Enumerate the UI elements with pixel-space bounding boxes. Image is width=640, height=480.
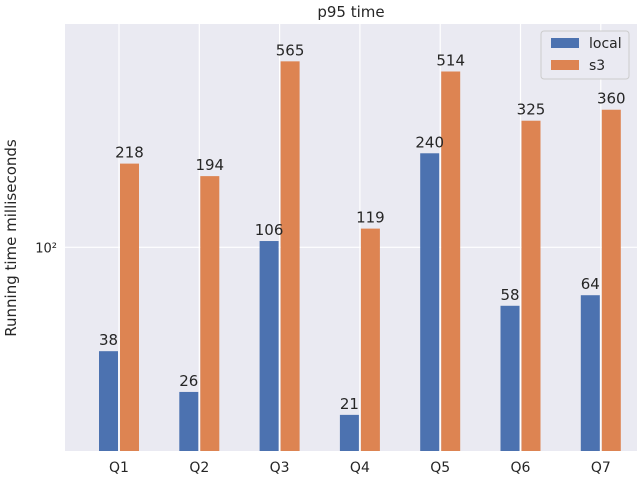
bar-s3-q6 bbox=[522, 121, 541, 451]
x-tick-label-q3: Q3 bbox=[270, 460, 290, 476]
data-label-s3-q2: 194 bbox=[195, 156, 224, 174]
data-label-local-q2: 26 bbox=[179, 372, 198, 390]
bar-s3-q1 bbox=[120, 164, 139, 451]
data-label-local-q1: 38 bbox=[99, 331, 118, 349]
bar-s3-q7 bbox=[602, 110, 621, 451]
legend-swatch-s3 bbox=[551, 60, 579, 70]
x-tick-label-q5: Q5 bbox=[430, 460, 450, 476]
bar-local-q1 bbox=[99, 351, 118, 451]
bar-local-q3 bbox=[260, 241, 279, 451]
bar-local-q4 bbox=[340, 415, 359, 451]
data-label-local-q7: 64 bbox=[581, 275, 600, 293]
legend-label-local: local bbox=[589, 36, 622, 52]
x-tick-label-q4: Q4 bbox=[350, 460, 370, 476]
bar-s3-q3 bbox=[281, 61, 300, 451]
y-tick-labels: 10² bbox=[35, 241, 57, 256]
x-tick-label-q1: Q1 bbox=[109, 460, 129, 476]
data-label-s3-q7: 360 bbox=[597, 90, 626, 108]
bar-s3-q4 bbox=[361, 229, 380, 451]
data-label-s3-q4: 119 bbox=[356, 209, 385, 227]
x-tick-labels: Q1 Q2 Q3 Q4 Q5 Q6 Q7 bbox=[109, 460, 611, 476]
bar-local-q5 bbox=[420, 153, 439, 451]
bar-local-q2 bbox=[179, 392, 198, 451]
chart-title: p95 time bbox=[317, 3, 384, 21]
bar-s3-q2 bbox=[200, 176, 219, 451]
plot-area bbox=[65, 24, 637, 451]
data-label-s3-q6: 325 bbox=[517, 101, 546, 119]
data-label-local-q6: 58 bbox=[500, 286, 519, 304]
data-label-local-q5: 240 bbox=[415, 133, 444, 151]
x-tick-label-q2: Q2 bbox=[189, 460, 209, 476]
legend-label-s3: s3 bbox=[589, 58, 605, 74]
legend: local s3 bbox=[541, 31, 629, 79]
x-tick-label-q6: Q6 bbox=[511, 460, 531, 476]
bar-local-q6 bbox=[501, 306, 520, 451]
data-label-s3-q1: 218 bbox=[115, 144, 144, 162]
y-tick-label: 10² bbox=[35, 241, 57, 256]
legend-swatch-local bbox=[551, 38, 579, 48]
data-label-local-q3: 106 bbox=[255, 221, 284, 239]
x-tick-label-q7: Q7 bbox=[591, 460, 611, 476]
data-label-s3-q3: 565 bbox=[276, 41, 305, 59]
bar-s3-q5 bbox=[441, 72, 460, 451]
y-axis-label: Running time milliseconds bbox=[2, 139, 20, 337]
data-label-s3-q5: 514 bbox=[436, 52, 465, 70]
bar-local-q7 bbox=[581, 295, 600, 451]
data-label-local-q4: 21 bbox=[340, 395, 359, 413]
